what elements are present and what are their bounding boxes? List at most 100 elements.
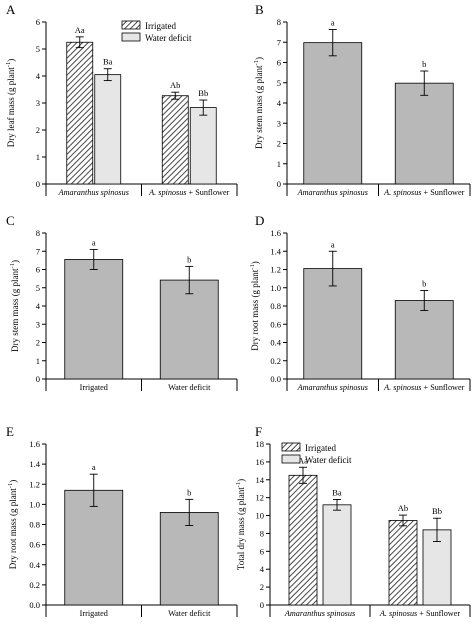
y-tick-label: 1.0: [29, 499, 40, 509]
y-tick-label: 2: [36, 125, 40, 135]
y-tick-label: 0.4: [270, 338, 281, 348]
significance-letter: b: [187, 487, 191, 497]
bar: [64, 489, 124, 606]
x-category-label: Amaranthus spinosus: [297, 188, 368, 197]
legend-label: Water deficit: [145, 33, 192, 43]
legend-label: Irrigated: [145, 21, 176, 31]
significance-letter: Ba: [332, 487, 342, 497]
y-tick-label: 5: [36, 44, 40, 54]
y-tick-label: 2: [260, 582, 264, 592]
y-tick-label: 1.6: [270, 228, 281, 238]
y-tick-label: 16: [256, 457, 265, 467]
x-category-label: Irrigated: [80, 609, 108, 618]
y-tick-label: 0: [36, 374, 40, 384]
y-tick-label: 4: [36, 301, 41, 311]
y-tick-label: 0: [277, 179, 281, 189]
y-tick-label: 4: [260, 564, 265, 574]
y-tick-label: 5: [277, 78, 281, 88]
significance-letter: b: [422, 59, 426, 69]
bar: [303, 268, 363, 380]
panel-e: E 0.0 0.2 0.4 0.6 0.8 1.0 1.2 1.4 1.6 Dry root mas…: [6, 424, 238, 618]
panel-letter: B: [255, 2, 264, 17]
legend-swatch: [121, 20, 141, 30]
y-tick-label: 0.6: [29, 540, 40, 550]
bar: [303, 42, 363, 185]
y-tick-label: 2: [36, 338, 40, 348]
x-category-label: Water deficit: [168, 383, 211, 392]
bar: [394, 300, 454, 380]
significance-letter: Ab: [398, 503, 408, 513]
bar-water-deficit: [322, 504, 352, 606]
y-tick-label: 1.0: [270, 283, 281, 293]
x-category-label: A. spinosus + Sunflower: [383, 383, 464, 392]
legend-swatch: [121, 32, 141, 42]
panel-letter: C: [6, 213, 15, 228]
x-category-label: Water deficit: [168, 609, 211, 618]
y-tick-label: 4: [277, 98, 282, 108]
bar: [394, 82, 454, 185]
significance-letter: Bb: [432, 506, 442, 516]
y-tick-label: 0.2: [270, 356, 281, 366]
significance-letter: b: [422, 278, 426, 288]
significance-letter: Ba: [103, 57, 113, 67]
y-tick-label: 4: [36, 71, 41, 81]
x-category-label: A. spinosus + Sunflower: [379, 609, 460, 618]
significance-letter: Aa: [75, 25, 85, 35]
x-category-label: Amaranthus spinosus: [284, 609, 355, 618]
panel-a: A 0 1 2 3 4 5 6 Dry leaf mass (g plant-1) Amarant…: [5, 2, 238, 197]
panel-letter: D: [255, 213, 264, 228]
y-tick-label: 0.6: [270, 319, 281, 329]
bar-water-deficit: [422, 529, 452, 606]
y-tick-label: 8: [36, 228, 40, 238]
panel-d: D 0.0 0.2 0.4 0.6 0.8 1.0 1.2 1.4 1.6 Dry root mas…: [249, 213, 471, 392]
y-tick-label: 5: [36, 283, 40, 293]
y-tick-label: 1.6: [29, 439, 40, 449]
y-tick-label: 0.0: [270, 374, 281, 384]
y-tick-label: 2: [277, 139, 281, 149]
y-tick-label: 0.0: [29, 600, 40, 610]
y-tick-label: 0: [36, 179, 40, 189]
y-tick-label: 8: [260, 528, 264, 538]
y-tick-label: 0.4: [29, 560, 40, 570]
y-tick-label: 0.8: [270, 301, 281, 311]
x-category-label: Amaranthus spinosus: [58, 188, 129, 197]
legend-swatch: [281, 454, 301, 464]
bar: [159, 279, 219, 380]
y-axis-label: Dry stem mass (g plant-1): [9, 260, 20, 352]
y-tick-label: 3: [36, 319, 40, 329]
bar: [159, 512, 219, 606]
significance-letter: a: [331, 17, 335, 27]
y-tick-label: 10: [256, 511, 265, 521]
panel-letter: A: [6, 2, 16, 17]
y-tick-label: 1: [36, 356, 40, 366]
y-axis-label: Dry leaf mass (g plant-1): [5, 59, 16, 147]
significance-letter: Aa: [298, 455, 308, 465]
panel-b: B 0 1 2 3 4 5 6 7 8 Dry stem mass (g plant-1) Amara…: [253, 2, 471, 197]
bar-irrigated: [388, 520, 418, 606]
y-tick-label: 7: [36, 246, 40, 256]
y-tick-label: 1.4: [270, 246, 281, 256]
y-tick-label: 3: [277, 118, 281, 128]
significance-letter: a: [92, 237, 96, 247]
y-tick-label: 0.8: [29, 520, 40, 530]
significance-letter: Bb: [198, 88, 208, 98]
panel-f: F 0 2 4 6 8 10 12 14 16 18 Total dry mass (g plant-…: [235, 424, 471, 618]
y-tick-label: 1.2: [29, 479, 40, 489]
y-axis-label: Dry stem mass (g plant-1): [253, 57, 264, 149]
bar-irrigated: [161, 95, 189, 185]
legend-swatch: [281, 442, 301, 452]
y-tick-label: 6: [36, 17, 40, 27]
x-category-label: Amaranthus spinosus: [297, 383, 368, 392]
y-axis-label: Dry root mass (g plant-1): [249, 261, 260, 350]
y-tick-label: 8: [277, 17, 281, 27]
bar-water-deficit: [94, 74, 122, 185]
bar: [64, 259, 124, 380]
significance-letter: Ab: [170, 80, 180, 90]
bar-irrigated: [288, 474, 318, 606]
y-tick-label: 7: [277, 37, 281, 47]
y-tick-label: 6: [260, 546, 264, 556]
panel-c: C 0 1 2 3 4 5 6 7 8 Dry stem mass (g plant-1) Irrig…: [6, 213, 238, 392]
y-tick-label: 1.2: [270, 265, 281, 275]
